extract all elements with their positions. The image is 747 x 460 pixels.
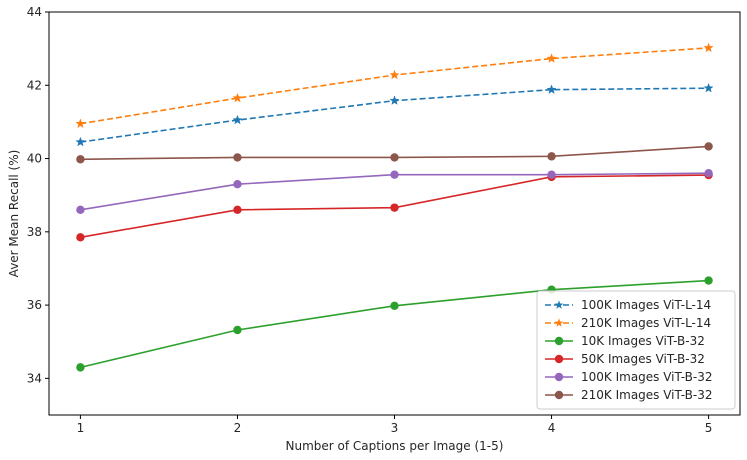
legend-marker	[554, 390, 564, 400]
legend-label: 100K Images ViT-L-14	[581, 298, 711, 312]
plot-area	[75, 42, 714, 372]
x-tick-label: 2	[234, 421, 242, 435]
data-point	[233, 205, 242, 215]
series-100k-images-vit-l-14	[75, 82, 714, 147]
data-point	[547, 170, 556, 179]
data-point	[232, 92, 243, 103]
legend-label: 210K Images ViT-B-32	[581, 388, 712, 402]
series-210k-images-vit-b-32	[76, 142, 713, 164]
data-point	[704, 276, 713, 285]
legend-marker	[554, 336, 564, 346]
data-point	[233, 179, 242, 189]
y-tick-label: 40	[27, 152, 42, 166]
legend-item: 10K Images ViT-B-32	[545, 334, 705, 348]
y-tick-label: 38	[27, 225, 42, 239]
data-point	[703, 82, 714, 93]
x-axis-label: Number of Captions per Image (1-5)	[286, 439, 504, 453]
legend-label: 210K Images ViT-L-14	[581, 316, 711, 330]
legend-item: 210K Images ViT-B-32	[545, 388, 712, 402]
data-point	[390, 170, 399, 179]
x-tick-label: 4	[548, 421, 556, 435]
legend-item: 100K Images ViT-L-14	[545, 298, 711, 312]
legend-item: 50K Images ViT-B-32	[545, 352, 705, 366]
legend-label: 10K Images ViT-B-32	[581, 334, 705, 348]
x-tick-label: 3	[391, 421, 399, 435]
data-point	[75, 136, 86, 147]
legend-marker	[554, 354, 564, 364]
data-point	[389, 69, 400, 80]
y-axis-label: Aver Mean Recall (%)	[7, 150, 21, 278]
data-point	[389, 95, 400, 105]
data-point	[546, 84, 557, 94]
series-50k-images-vit-b-32	[76, 170, 713, 242]
data-point	[232, 114, 243, 125]
data-point	[390, 203, 399, 212]
y-tick-label: 44	[27, 5, 42, 19]
data-point	[547, 152, 556, 161]
data-point	[233, 153, 242, 162]
legend-label: 50K Images ViT-B-32	[581, 352, 705, 366]
legend-item: 210K Images ViT-L-14	[545, 316, 711, 330]
data-point	[76, 363, 85, 372]
data-point	[76, 155, 85, 164]
legend-label: 100K Images ViT-B-32	[581, 370, 712, 384]
data-point	[704, 142, 713, 151]
legend-item: 100K Images ViT-B-32	[545, 370, 712, 384]
y-tick-label: 36	[27, 298, 42, 312]
legend-box	[536, 290, 736, 410]
legend: 100K Images ViT-L-14 210K Images ViT-L-14…	[536, 290, 736, 410]
series-210k-images-vit-l-14	[75, 42, 714, 129]
data-point	[703, 42, 714, 53]
data-point	[546, 53, 557, 63]
data-point	[76, 205, 85, 215]
y-tick-label: 34	[27, 371, 42, 385]
x-tick-label: 1	[77, 421, 85, 435]
x-tick-label: 5	[705, 421, 713, 435]
series-100k-images-vit-b-32	[76, 169, 713, 215]
data-point	[390, 153, 399, 162]
legend-marker	[554, 318, 564, 327]
y-tick-label: 42	[27, 78, 42, 92]
data-point	[704, 169, 713, 178]
data-point	[75, 118, 86, 129]
series-line	[80, 47, 709, 125]
data-point	[233, 325, 242, 335]
data-point	[76, 233, 85, 242]
data-point	[390, 301, 399, 311]
legend-marker	[554, 372, 564, 382]
legend-marker	[554, 300, 564, 309]
